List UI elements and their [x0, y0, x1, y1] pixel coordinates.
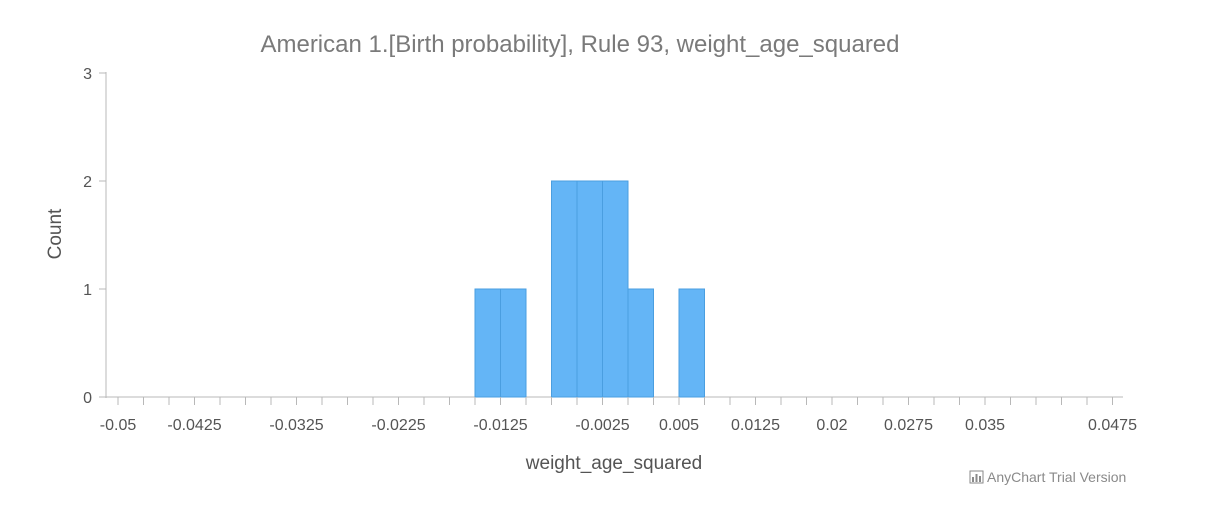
x-tick-label: -0.0225: [371, 417, 425, 434]
y-tick-label: 3: [83, 66, 92, 83]
x-tick-label: 0.02: [816, 417, 847, 434]
histogram-bar[interactable]: [576, 180, 603, 398]
x-tick-label: -0.0325: [269, 417, 323, 434]
x-tick-label: 0.0125: [731, 417, 780, 434]
y-axis-title: Count: [45, 208, 66, 259]
credits[interactable]: AnyChart Trial Version: [969, 469, 1126, 485]
plot-area: -0.05 -0.0425 -0.0325 -0.0225 -0.0125 -0.0025…: [83, 66, 1137, 434]
histogram-bar[interactable]: [602, 180, 629, 398]
credits-text: AnyChart Trial Version: [987, 469, 1126, 485]
histogram-bar[interactable]: [551, 180, 578, 398]
y-tick-label: 0: [83, 390, 92, 407]
y-tick-label: 1: [83, 282, 92, 299]
x-tick-label: -0.0125: [473, 417, 527, 434]
x-axis-title: weight_age_squared: [525, 453, 702, 474]
x-tick-label: -0.05: [100, 417, 137, 434]
x-tick-label: 0.0475: [1088, 417, 1137, 434]
histogram-bar[interactable]: [474, 288, 501, 398]
histogram-bar[interactable]: [500, 288, 527, 398]
bars-group: [474, 180, 705, 398]
histogram-bar[interactable]: [627, 288, 654, 398]
y-ticks-group: 0 1 2 3: [83, 66, 106, 407]
x-ticks-group: -0.05 -0.0425 -0.0325 -0.0225 -0.0125 -0.0025…: [100, 397, 1137, 434]
y-tick-label: 2: [83, 174, 92, 191]
histogram-bar[interactable]: [678, 288, 705, 398]
bar-chart-icon: [969, 470, 984, 484]
x-tick-label: 0.005: [659, 417, 699, 434]
x-tick-label: 0.0275: [884, 417, 933, 434]
x-tick-label: -0.0025: [575, 417, 629, 434]
chart-title: American 1.[Birth probability], Rule 93,…: [260, 31, 899, 58]
x-tick-label: 0.035: [965, 417, 1005, 434]
x-tick-label: -0.0425: [167, 417, 221, 434]
